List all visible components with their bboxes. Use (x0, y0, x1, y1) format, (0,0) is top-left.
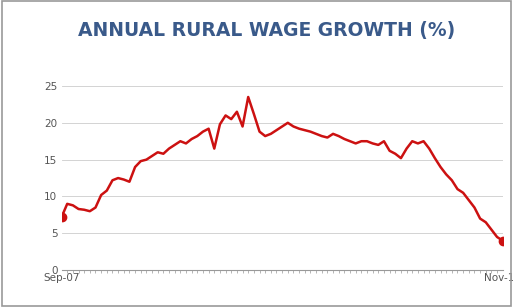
Text: ANNUAL RURAL WAGE GROWTH (%): ANNUAL RURAL WAGE GROWTH (%) (78, 21, 456, 41)
